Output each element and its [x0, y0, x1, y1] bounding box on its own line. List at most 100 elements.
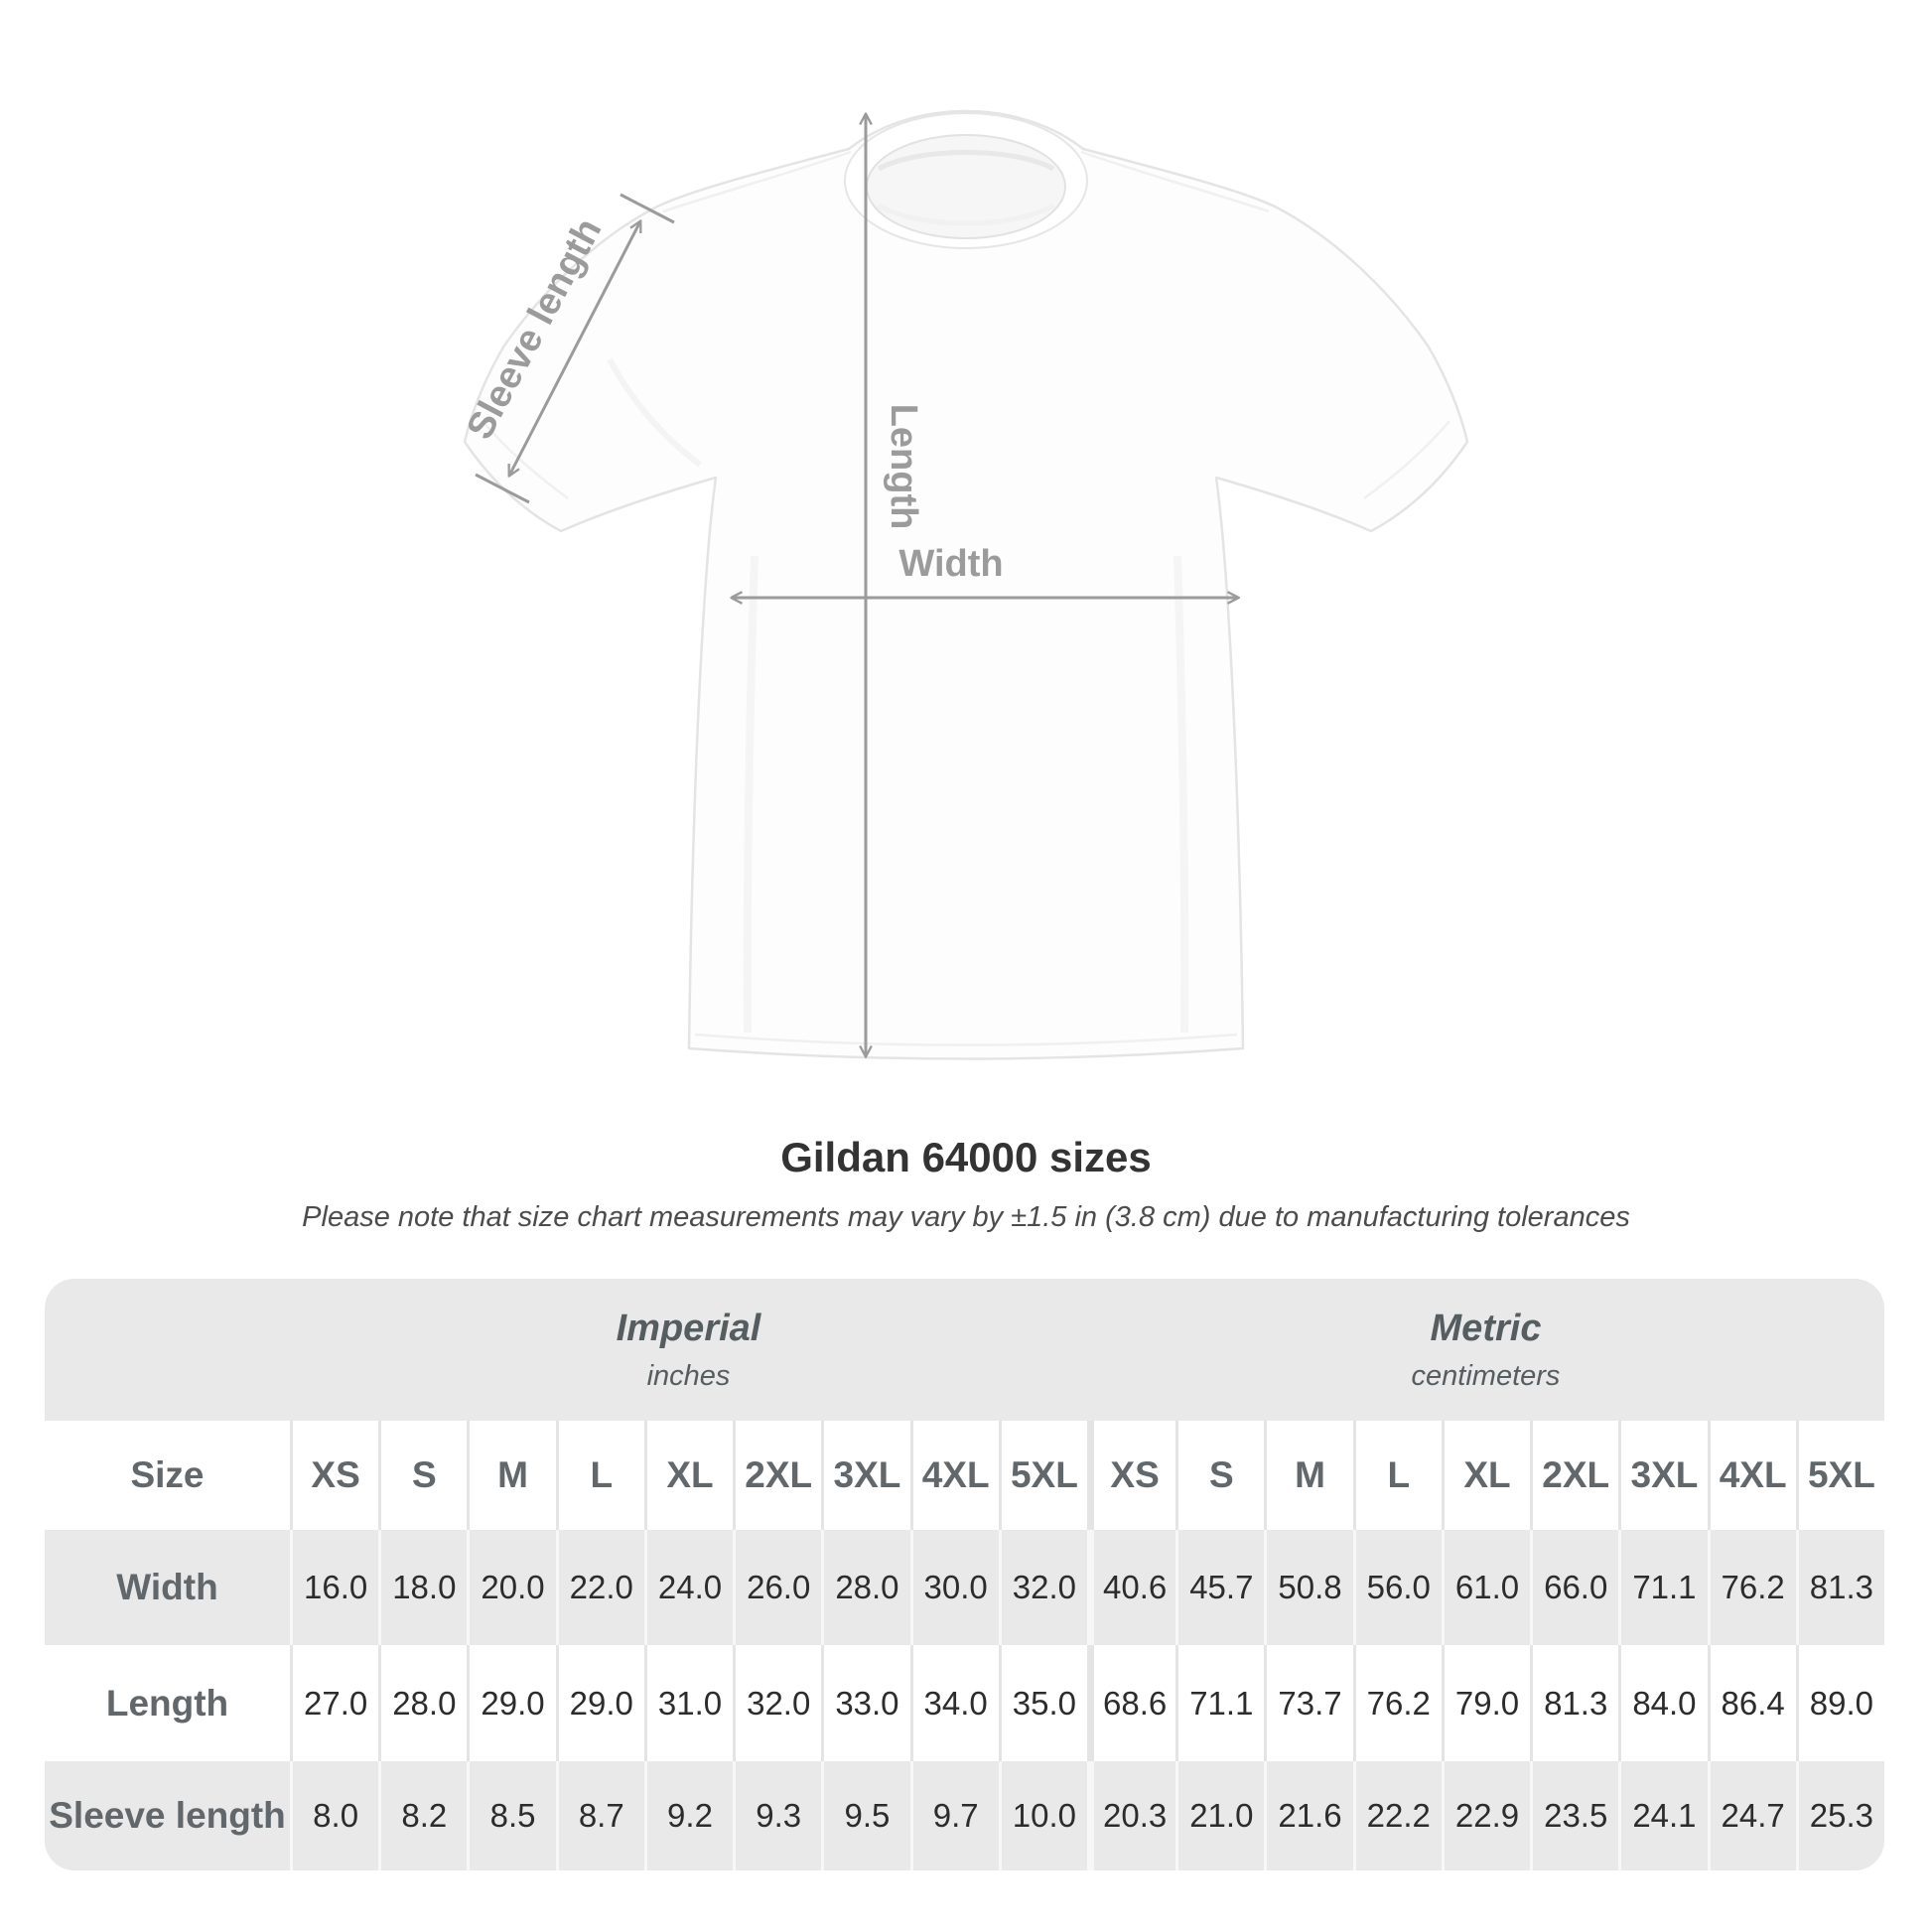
- table-cell: 8.2: [378, 1761, 467, 1870]
- table-cell: 45.7: [1175, 1530, 1264, 1645]
- table-cell: 9.2: [643, 1761, 733, 1870]
- table-cell: 8.5: [467, 1761, 555, 1870]
- table-cell: 10.0: [998, 1761, 1087, 1870]
- measurement-annotations: [475, 114, 1238, 1056]
- size-header: M: [1264, 1421, 1352, 1530]
- table-cell: 25.3: [1795, 1761, 1884, 1870]
- table-cell: 24.1: [1618, 1761, 1707, 1870]
- table-cell: 26.0: [733, 1530, 821, 1645]
- row-label: Length: [105, 1682, 229, 1724]
- table-cell: 81.3: [1795, 1530, 1884, 1645]
- table-cell: 32.0: [998, 1530, 1087, 1645]
- table-cell: 71.1: [1175, 1645, 1264, 1761]
- table-cell: 56.0: [1352, 1530, 1442, 1645]
- size-table: Imperial inches Metric centimeters Size …: [45, 1279, 1884, 1870]
- table-cell: 76.2: [1707, 1530, 1796, 1645]
- length-label: Length: [883, 404, 924, 530]
- table-cell: 66.0: [1530, 1530, 1618, 1645]
- table-cell: 9.7: [909, 1761, 999, 1870]
- table-cell: 71.1: [1618, 1530, 1707, 1645]
- table-cell: 22.2: [1352, 1761, 1442, 1870]
- row-label: Width: [116, 1567, 218, 1607]
- table-cell: 86.4: [1707, 1645, 1796, 1761]
- table-cell: 32.0: [733, 1645, 821, 1761]
- table-cell: 30.0: [909, 1530, 999, 1645]
- table-cell: 89.0: [1795, 1645, 1884, 1761]
- size-header: 3XL: [1618, 1421, 1707, 1530]
- size-header: 5XL: [1795, 1421, 1884, 1530]
- sleeve-arrow-tick-top: [620, 193, 675, 224]
- table-cell: 24.0: [643, 1530, 733, 1645]
- size-header: 5XL: [998, 1421, 1087, 1530]
- size-header: S: [378, 1421, 467, 1530]
- table-cell: 29.0: [467, 1645, 555, 1761]
- table-cell: 21.6: [1264, 1761, 1352, 1870]
- imperial-unit: inches: [646, 1359, 731, 1392]
- metric-unit: centimeters: [1411, 1359, 1561, 1392]
- width-label: Width: [898, 543, 1003, 585]
- row-label: Sleeve length: [49, 1795, 286, 1836]
- table-cell: 34.0: [909, 1645, 999, 1761]
- table-cell: 35.0: [998, 1645, 1087, 1761]
- table-cell: 22.9: [1441, 1761, 1530, 1870]
- tshirt-diagram: Width Length Sleeve length: [459, 109, 1469, 1060]
- table-cell: 23.5: [1530, 1761, 1618, 1870]
- table-cell: 8.7: [555, 1761, 644, 1870]
- size-header: XL: [1441, 1421, 1530, 1530]
- metric-group-header: Metric centimeters: [1087, 1279, 1884, 1421]
- table-cell: 76.2: [1352, 1645, 1442, 1761]
- table-cell: 68.6: [1086, 1645, 1175, 1761]
- table-cell: 20.3: [1086, 1761, 1175, 1870]
- length-row: Length 27.0 28.0 29.0 29.0 31.0 32.0 33.…: [45, 1645, 1884, 1761]
- table-cell: 33.0: [821, 1645, 909, 1761]
- size-header: M: [467, 1421, 555, 1530]
- table-cell: 61.0: [1441, 1530, 1530, 1645]
- size-header-row: Size XS S M L XL 2XL 3XL 4XL 5XL XS S M …: [45, 1421, 1884, 1530]
- table-cell: 84.0: [1618, 1645, 1707, 1761]
- size-header: 4XL: [1707, 1421, 1796, 1530]
- table-cell: 24.7: [1707, 1761, 1796, 1870]
- tolerance-note: Please note that size chart measurements…: [302, 1201, 1630, 1233]
- size-header: L: [555, 1421, 644, 1530]
- table-cell: 81.3: [1530, 1645, 1618, 1761]
- size-header: 4XL: [909, 1421, 999, 1530]
- table-cell: 73.7: [1264, 1645, 1352, 1761]
- tshirt-illustration: Width Length Sleeve length: [459, 109, 1469, 1060]
- unit-group-header-row: Imperial inches Metric centimeters: [45, 1279, 1884, 1421]
- sleeve-arrow-tick-bottom: [475, 473, 530, 504]
- size-header: 2XL: [1530, 1421, 1618, 1530]
- size-col-header: Size: [130, 1454, 205, 1495]
- size-header: S: [1175, 1421, 1264, 1530]
- sleeve-length-row: Sleeve length 8.0 8.2 8.5 8.7 9.2 9.3 9.…: [45, 1761, 1884, 1870]
- table-cell: 22.0: [555, 1530, 644, 1645]
- imperial-group-header: Imperial inches: [290, 1279, 1087, 1421]
- table-cell: 29.0: [555, 1645, 644, 1761]
- size-header: XS: [290, 1421, 378, 1530]
- table-cell: 16.0: [290, 1530, 378, 1645]
- table-cell: 50.8: [1264, 1530, 1352, 1645]
- table-cell: 9.3: [733, 1761, 821, 1870]
- table-cell: 31.0: [643, 1645, 733, 1761]
- table-cell: 28.0: [378, 1645, 467, 1761]
- imperial-label: Imperial: [616, 1307, 761, 1349]
- table-cell: 9.5: [821, 1761, 909, 1870]
- table-cell: 20.0: [467, 1530, 555, 1645]
- size-header: 2XL: [733, 1421, 821, 1530]
- page-title: Gildan 64000 sizes: [780, 1134, 1152, 1180]
- table-cell: 21.0: [1175, 1761, 1264, 1870]
- size-header: XS: [1086, 1421, 1175, 1530]
- table-cell: 28.0: [821, 1530, 909, 1645]
- tshirt-body: [463, 109, 1469, 1060]
- table-cell: 18.0: [378, 1530, 467, 1645]
- sleeve-length-arrow: [509, 221, 640, 476]
- table-cell: 40.6: [1086, 1530, 1175, 1645]
- table-cell: 27.0: [290, 1645, 378, 1761]
- size-header: XL: [643, 1421, 733, 1530]
- table-cell: 79.0: [1441, 1645, 1530, 1761]
- width-row: Width 16.0 18.0 20.0 22.0 24.0 26.0 28.0…: [45, 1530, 1884, 1645]
- size-header: 3XL: [821, 1421, 909, 1530]
- metric-label: Metric: [1430, 1307, 1542, 1349]
- size-header: L: [1352, 1421, 1442, 1530]
- table-cell: 8.0: [290, 1761, 378, 1870]
